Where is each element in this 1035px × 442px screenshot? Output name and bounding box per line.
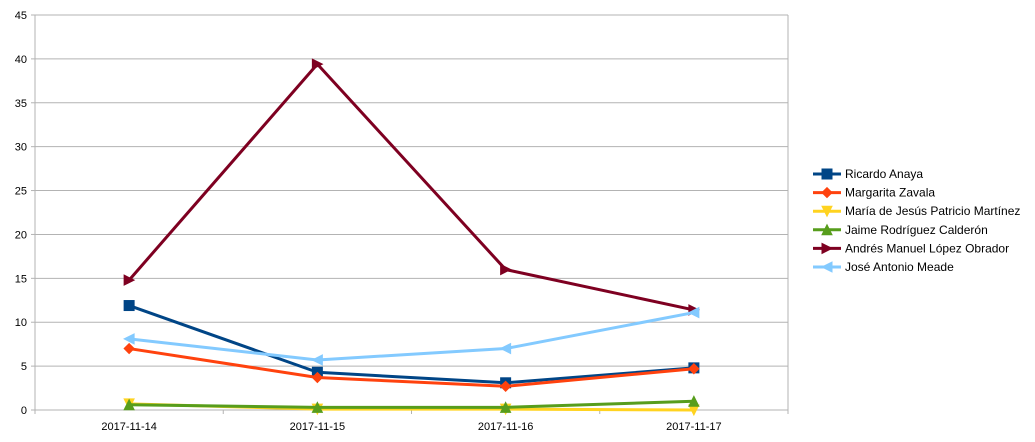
legend: Ricardo Anaya Margarita Zavala María de Je… bbox=[813, 167, 1020, 274]
legend-item-margarita-zavala: Margarita Zavala bbox=[813, 186, 935, 200]
data-point-jose-antonio-meade-2 bbox=[499, 342, 512, 355]
data-point-margarita-zavala-2 bbox=[499, 380, 512, 393]
legend-label-andres-manuel-lopez-obrador: Andrés Manuel López Obrador bbox=[845, 241, 1009, 255]
y-tick-label-45: 45 bbox=[15, 10, 27, 22]
series-line-jaime-rodriguez-calderon bbox=[129, 399, 694, 409]
x-tick-label-2017-11-16: 2017-11-16 bbox=[478, 421, 533, 433]
legend-label-jaime-rodriguez-calderon: Jaime Rodríguez Calderón bbox=[845, 223, 988, 237]
data-point-ricardo-anaya-0 bbox=[123, 300, 135, 312]
data-point-jaime-rodriguez-calderon-2 bbox=[499, 401, 512, 413]
series-line-andres-manuel-lopez-obrador bbox=[127, 62, 695, 312]
y-tick-label-30: 30 bbox=[15, 142, 27, 154]
series-line-margarita-zavala bbox=[128, 347, 695, 388]
y-tick-label-10: 10 bbox=[15, 317, 27, 329]
data-point-jose-antonio-meade-3 bbox=[687, 306, 700, 319]
series-line-ricardo-anaya bbox=[128, 304, 694, 385]
y-tick-label-0: 0 bbox=[21, 405, 27, 417]
data-point-andres-manuel-lopez-obrador-1 bbox=[311, 58, 324, 70]
y-tick-label-15: 15 bbox=[15, 273, 27, 285]
y-tick-label-20: 20 bbox=[15, 229, 27, 241]
legend-item-jaime-rodriguez-calderon: Jaime Rodríguez Calderón bbox=[813, 223, 988, 237]
data-point-margarita-zavala-3 bbox=[688, 363, 700, 375]
legend-marker-jaime-rodriguez-calderon bbox=[821, 223, 833, 236]
x-tick-label-2017-11-17: 2017-11-17 bbox=[666, 421, 721, 433]
legend-label-maria-de-jesus-patricio-martinez: María de Jesús Patricio Martínez bbox=[845, 204, 1020, 218]
data-point-jose-antonio-meade-1 bbox=[311, 354, 323, 366]
data-point-andres-manuel-lopez-obrador-2 bbox=[500, 263, 512, 276]
series-jaime-rodriguez-calderon bbox=[123, 395, 700, 413]
data-point-jaime-rodriguez-calderon-1 bbox=[311, 401, 324, 413]
grid bbox=[35, 14, 788, 367]
axes: 0 5 10 15 20 25 30 35 40 45 2017-11-14 2017-11-15 20… bbox=[15, 10, 789, 433]
legend-marker-margarita-zavala bbox=[821, 186, 833, 199]
legend-label-ricardo-anaya: Ricardo Anaya bbox=[845, 167, 923, 181]
series-margarita-zavala bbox=[123, 342, 700, 393]
x-tick-label-2017-11-15: 2017-11-15 bbox=[290, 421, 345, 433]
y-tick-label-35: 35 bbox=[15, 98, 27, 110]
data-point-jose-antonio-meade-0 bbox=[123, 333, 135, 345]
legend-marker-andres-manuel-lopez-obrador bbox=[821, 242, 834, 255]
series-line-jose-antonio-meade bbox=[128, 311, 695, 362]
data-point-jaime-rodriguez-calderon-0 bbox=[123, 398, 135, 411]
data-point-margarita-zavala-0 bbox=[123, 342, 135, 355]
legend-item-maria-de-jesus-patricio-martinez: María de Jesús Patricio Martínez bbox=[813, 204, 1020, 218]
data-point-margarita-zavala-1 bbox=[311, 371, 324, 384]
series-ricardo-anaya bbox=[123, 300, 700, 389]
y-tick-label-40: 40 bbox=[15, 54, 27, 66]
legend-item-andres-manuel-lopez-obrador: Andrés Manuel López Obrador bbox=[813, 241, 1009, 255]
legend-marker-jose-antonio-meade bbox=[820, 261, 833, 273]
legend-item-jose-antonio-meade: José Antonio Meade bbox=[813, 260, 954, 274]
data-point-jaime-rodriguez-calderon-3 bbox=[688, 395, 700, 407]
legend-item-ricardo-anaya: Ricardo Anaya bbox=[813, 167, 923, 181]
data-point-andres-manuel-lopez-obrador-0 bbox=[123, 274, 136, 286]
legend-label-jose-antonio-meade: José Antonio Meade bbox=[845, 260, 954, 274]
series-andres-manuel-lopez-obrador bbox=[123, 58, 700, 316]
y-tick-label-25: 25 bbox=[15, 186, 27, 198]
y-tick-label-5: 5 bbox=[21, 361, 27, 373]
series-jose-antonio-meade bbox=[123, 306, 700, 366]
legend-marker-maria-de-jesus-patricio-martinez bbox=[821, 205, 833, 218]
x-tick-label-2017-11-14: 2017-11-14 bbox=[101, 421, 156, 433]
plot-area bbox=[123, 58, 700, 417]
legend-marker-ricardo-anaya bbox=[821, 168, 833, 180]
legend-label-margarita-zavala: Margarita Zavala bbox=[845, 186, 935, 200]
